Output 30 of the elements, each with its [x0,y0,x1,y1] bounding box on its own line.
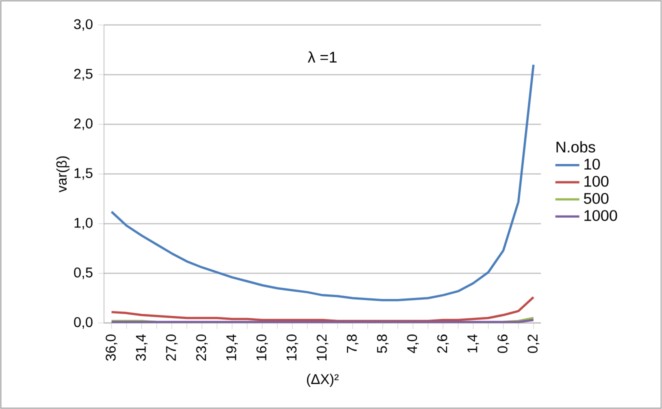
y-tick-label: 1,5 [74,168,92,180]
legend-label: 500 [584,192,608,204]
x-tick-label: 13,0 [286,334,298,360]
y-tick-label: 2,5 [74,68,92,80]
legend-label: 100 [584,176,608,187]
legend-title: N.obs [556,141,596,153]
x-tick-label: 23,0 [196,334,208,361]
x-tick-label: 7,8 [346,334,358,353]
y-tick-label: 2,0 [74,118,92,130]
y-axis-title: var(β) [56,156,70,192]
x-tick-label: 4,0 [407,334,419,354]
x-tick-label: 2,6 [437,334,449,353]
x-tick-label: 36,0 [106,334,118,361]
text: λ =1 [308,51,337,63]
x-axis-title: (ΔX)² [306,374,339,387]
x-tick-label: 10,2 [316,334,328,360]
y-tick-label: 0,5 [74,268,92,280]
y-tick-label: 3,0 [74,19,92,31]
x-tick-label: 1,4 [467,334,479,352]
legend-label: 1000 [584,210,618,222]
y-tick-label: 1,0 [74,218,92,230]
y-tick-label: 0,0 [74,317,92,329]
x-tick-label: 27,0 [166,334,178,361]
x-tick-label: 31,4 [136,334,148,361]
x-tick-label: 16,0 [256,334,268,360]
x-tick-label: 0,6 [498,334,510,353]
legend-label: 10 [584,158,600,170]
x-tick-label: 5,8 [376,334,389,353]
x-tick-label: 0,2 [528,334,540,353]
x-tick-label: 19,4 [226,334,238,360]
